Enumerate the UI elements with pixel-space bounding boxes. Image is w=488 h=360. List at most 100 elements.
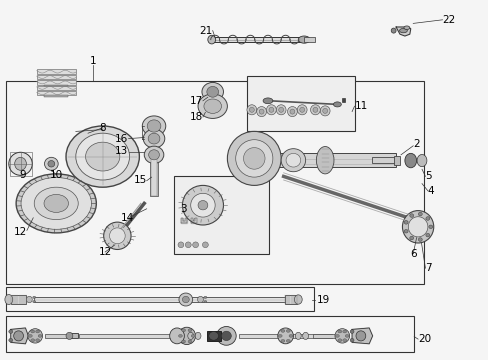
Text: 19: 19 [316,294,329,305]
Ellipse shape [44,194,68,212]
Bar [312,334,337,338]
Ellipse shape [5,294,13,305]
Ellipse shape [280,339,284,342]
Ellipse shape [147,120,161,132]
Bar [304,37,314,42]
Text: 9: 9 [20,170,26,180]
Ellipse shape [103,222,131,249]
Ellipse shape [148,133,160,144]
Ellipse shape [342,330,346,333]
Polygon shape [11,328,28,344]
Text: 22: 22 [442,15,455,25]
Ellipse shape [407,217,427,237]
Ellipse shape [182,296,189,303]
Bar [6,287,313,311]
Ellipse shape [355,331,365,341]
Text: 13: 13 [115,146,128,156]
Ellipse shape [182,329,185,332]
Ellipse shape [425,233,429,237]
Ellipse shape [202,82,223,101]
Text: 6: 6 [409,249,416,259]
Ellipse shape [402,211,433,243]
Ellipse shape [418,238,422,241]
Text: 17: 17 [189,96,203,106]
Text: 12: 12 [98,247,112,257]
Ellipse shape [195,332,201,339]
Ellipse shape [404,153,416,168]
Ellipse shape [316,147,333,174]
Ellipse shape [278,107,283,112]
Bar [37,91,76,95]
Ellipse shape [16,174,96,233]
Ellipse shape [390,28,395,33]
Ellipse shape [285,339,289,342]
Ellipse shape [190,193,215,217]
Polygon shape [181,218,186,223]
Ellipse shape [333,102,341,107]
Ellipse shape [297,105,306,115]
Ellipse shape [187,340,191,343]
Bar [79,334,172,338]
Text: 14: 14 [120,213,134,223]
Ellipse shape [191,334,195,337]
Ellipse shape [182,340,185,343]
Ellipse shape [235,140,272,177]
Bar [37,86,76,90]
Ellipse shape [278,334,282,337]
Ellipse shape [187,329,191,332]
Bar [10,152,32,176]
Ellipse shape [38,334,42,337]
Text: 21: 21 [199,26,212,36]
Ellipse shape [185,242,191,248]
Ellipse shape [198,201,207,210]
Ellipse shape [109,228,125,244]
Bar [246,76,354,131]
Bar [44,95,68,97]
Ellipse shape [403,26,409,30]
Polygon shape [351,328,372,344]
Ellipse shape [203,99,221,113]
Ellipse shape [28,334,32,337]
Ellipse shape [144,146,163,163]
Polygon shape [395,27,410,36]
Bar [393,156,399,165]
Ellipse shape [425,217,429,220]
Ellipse shape [178,334,182,337]
Bar [151,157,157,196]
Ellipse shape [259,109,264,114]
Ellipse shape [345,334,348,337]
Ellipse shape [334,329,349,343]
Bar [342,98,344,102]
Ellipse shape [187,332,193,339]
Ellipse shape [142,116,165,136]
Ellipse shape [298,36,309,43]
Ellipse shape [202,242,208,248]
Ellipse shape [263,98,272,104]
Ellipse shape [9,330,13,333]
Ellipse shape [28,329,42,343]
Bar [371,157,395,163]
Bar [44,85,68,86]
Ellipse shape [349,338,353,342]
Ellipse shape [276,105,285,115]
Ellipse shape [288,334,292,337]
Ellipse shape [9,152,32,175]
Ellipse shape [178,327,195,345]
Ellipse shape [34,187,78,220]
Ellipse shape [227,131,281,185]
Text: 11: 11 [354,101,367,111]
Ellipse shape [302,332,308,339]
Ellipse shape [243,148,264,169]
Ellipse shape [337,330,341,333]
Bar [206,331,220,341]
Ellipse shape [85,142,120,171]
Ellipse shape [335,334,339,337]
Ellipse shape [31,330,35,333]
Ellipse shape [399,28,407,33]
Ellipse shape [192,242,198,248]
Ellipse shape [178,242,183,248]
Ellipse shape [197,296,203,303]
Ellipse shape [295,332,301,339]
Ellipse shape [31,339,35,342]
Bar [234,153,395,167]
